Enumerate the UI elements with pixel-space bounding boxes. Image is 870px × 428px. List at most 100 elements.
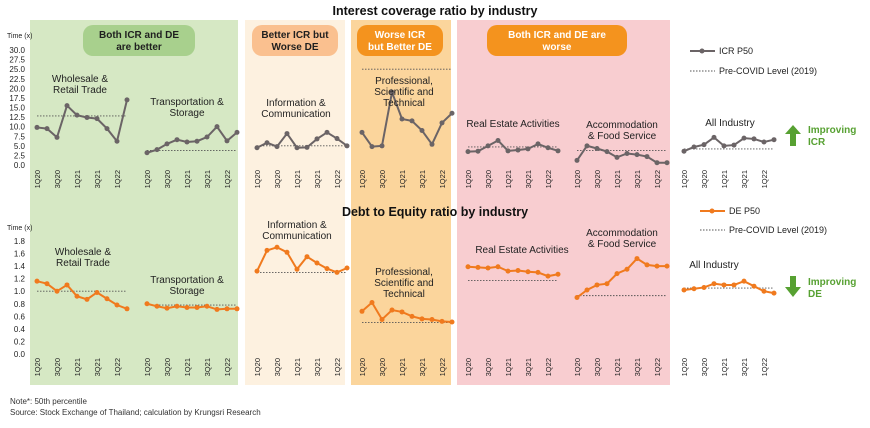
de-series-line	[361, 300, 453, 323]
icr-xtick: 1Q22	[333, 170, 342, 188]
de-ytick: 0.8	[14, 300, 26, 309]
de-xtick: 3Q20	[378, 358, 387, 376]
icr-data-point	[634, 152, 640, 158]
icr-xtick: 1Q22	[113, 170, 122, 188]
header-label-line1: Better ICR but	[261, 30, 329, 41]
icr-data-point	[505, 148, 511, 154]
icr-data-point	[74, 112, 80, 118]
de-xtick: 1Q20	[143, 358, 152, 376]
de-xtick: 3Q21	[633, 358, 642, 376]
de-xtick: 3Q20	[593, 358, 602, 376]
header-label-line2: but Better DE	[368, 42, 432, 53]
icr-data-point	[449, 110, 455, 116]
icr-xtick: 3Q21	[93, 170, 102, 188]
de-data-point	[154, 303, 160, 309]
improving-de-arrow-icon	[785, 276, 801, 297]
icr-xtick: 1Q22	[653, 170, 662, 188]
de-series-line	[146, 302, 237, 311]
de-xtick: 3Q20	[273, 358, 282, 376]
region-worse-icr-better-de	[351, 20, 451, 385]
icr-data-point	[94, 116, 100, 122]
icr-data-point	[429, 141, 435, 147]
icr-data-point	[204, 134, 210, 140]
de-xtick: 1Q22	[223, 358, 232, 376]
de-data-point	[144, 301, 150, 307]
de-data-point	[624, 266, 630, 272]
icr-ytick: 15.0	[9, 104, 25, 113]
de-panel-label: Technical	[383, 289, 425, 300]
improving-icr-label: Improving	[808, 125, 856, 136]
icr-data-point	[224, 138, 230, 144]
icr-xtick: 1Q20	[464, 170, 473, 188]
icr-data-point	[741, 135, 747, 141]
icr-data-point	[681, 148, 687, 154]
icr-series-line	[146, 125, 238, 154]
icr-xtick: 3Q20	[484, 170, 493, 188]
de-xtick: 3Q21	[418, 358, 427, 376]
de-panel-label: & Food Service	[588, 239, 657, 250]
icr-data-point	[525, 146, 531, 152]
icr-ytick: 7.5	[14, 132, 26, 141]
icr-data-point	[34, 124, 40, 130]
icr-data-point	[761, 139, 767, 145]
de-panel-label: Professional,	[375, 267, 433, 278]
de-data-point	[584, 287, 590, 293]
icr-data-point	[495, 137, 501, 143]
de-panel-label: Storage	[169, 286, 204, 297]
de-data-point	[771, 290, 777, 296]
icr-data-point	[334, 136, 340, 142]
de-xtick: 1Q20	[253, 358, 262, 376]
improving-icr-arrow-icon	[785, 125, 801, 146]
icr-ytick: 25.0	[9, 65, 25, 74]
de-data-point	[174, 303, 180, 309]
de-data-point	[721, 282, 727, 288]
icr-series-line	[683, 136, 775, 153]
icr-panel-label: Accommodation	[586, 120, 658, 131]
de-data-point	[535, 269, 541, 275]
icr-data-point	[124, 97, 130, 103]
de-panel-label: Wholesale &	[55, 247, 111, 258]
icr-xtick: 1Q22	[223, 170, 232, 188]
de-series-line	[256, 246, 348, 274]
de-xtick: 1Q21	[73, 358, 82, 376]
icr-data-point	[594, 146, 600, 152]
de-xtick: 1Q21	[613, 358, 622, 376]
de-data-point	[399, 309, 405, 315]
icr-data-point	[574, 157, 580, 163]
de-data-point	[344, 265, 350, 271]
icr-data-point	[344, 143, 350, 149]
de-data-point	[304, 254, 310, 260]
de-panel-label: Retail Trade	[56, 258, 110, 269]
de-data-point	[274, 244, 280, 250]
de-ytick: 0.4	[14, 325, 26, 334]
icr-data-point	[771, 137, 777, 143]
de-xtick: 1Q21	[293, 358, 302, 376]
icr-data-point	[54, 134, 60, 140]
icr-data-point	[584, 143, 590, 149]
icr-ytick: 27.5	[9, 56, 25, 65]
icr-data-point	[144, 150, 150, 156]
de-data-point	[741, 278, 747, 284]
icr-data-point	[485, 143, 491, 149]
de-panel-label: Transportation &	[150, 275, 224, 286]
icr-data-point	[701, 142, 707, 148]
de-data-point	[204, 303, 210, 309]
de-ytick: 0.6	[14, 312, 26, 321]
de-data-point	[84, 296, 90, 302]
de-data-point	[184, 305, 190, 311]
de-data-point	[164, 305, 170, 311]
de-xtick: 1Q20	[358, 358, 367, 376]
de-data-point	[94, 289, 100, 295]
de-data-point	[294, 266, 300, 272]
region-better-icr-worse-de	[245, 20, 345, 385]
de-data-point	[751, 283, 757, 289]
icr-legend-marker	[699, 48, 705, 54]
icr-data-point	[114, 138, 120, 144]
icr-xtick: 1Q20	[358, 170, 367, 188]
icr-data-point	[44, 126, 50, 132]
icr-series-line	[256, 131, 348, 149]
de-xtick: 1Q22	[653, 358, 662, 376]
de-xtick: 3Q21	[93, 358, 102, 376]
de-xtick: 3Q20	[484, 358, 493, 376]
de-data-point	[104, 296, 110, 302]
